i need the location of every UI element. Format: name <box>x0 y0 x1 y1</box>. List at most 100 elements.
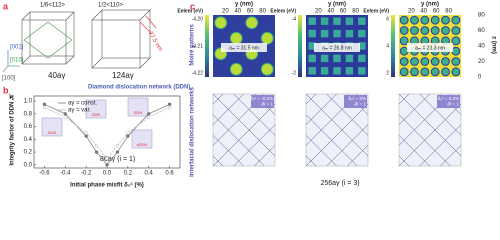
point <box>167 102 172 107</box>
panel-label: a <box>3 1 9 11</box>
moire-spot <box>229 62 243 76</box>
colorbar-tick-label: -4.21 <box>192 43 204 49</box>
dislocation <box>213 134 244 166</box>
colorbar-tick-label: -4.20 <box>192 16 204 22</box>
point <box>126 131 130 135</box>
dislocation <box>306 94 368 157</box>
figure: a 1/6<112> 1/2<110> 27.5 nm [001] [010] … <box>2 1 496 189</box>
state-box <box>437 95 460 108</box>
spacing-label: aₘ = 31.5 nm <box>229 45 259 51</box>
cell-label: 256aγ (i = 3) <box>320 180 359 187</box>
moire-spot <box>451 15 461 25</box>
y-tick-label: 0.0 <box>24 162 33 168</box>
point <box>105 163 109 167</box>
moire-spot <box>345 54 354 63</box>
size-label: 27.5 nm <box>147 31 163 53</box>
point <box>84 131 88 135</box>
dislocation <box>213 94 244 126</box>
dislocation <box>306 94 337 126</box>
colorbar <box>205 15 209 77</box>
z-axis-label: z (nm) <box>490 36 496 54</box>
moire-spot <box>260 62 274 76</box>
y-axis-label: Integrity factor of DDN 𝒦 <box>9 93 16 166</box>
map-tick-label: 60 <box>247 9 254 15</box>
moire-spot <box>260 31 274 45</box>
moire-spot <box>399 46 409 56</box>
cell-label: 124aγ <box>112 71 134 80</box>
moire-spot <box>399 15 409 25</box>
state-box <box>251 95 274 108</box>
dislocation <box>326 94 368 136</box>
dislocation <box>306 134 337 166</box>
colorbar-tick-label: -4 <box>292 16 297 22</box>
legend-label: aγ = const. <box>68 101 98 107</box>
dislocation <box>399 94 430 126</box>
panel-label: b <box>3 85 9 95</box>
x-tick-label: -0.6 <box>39 171 50 177</box>
colorbar-title: Eelem (eV) <box>177 8 203 14</box>
y-axis-label: y (nm) <box>235 2 253 8</box>
moire-spot <box>308 17 316 25</box>
moire-spot <box>430 67 440 77</box>
y-tick-label: 0.2 <box>24 150 33 156</box>
cell-label: 40aγ <box>48 71 65 80</box>
dislocation <box>399 134 430 166</box>
moire-spot <box>399 26 409 35</box>
moire-spot <box>358 42 366 50</box>
dislocation <box>347 144 368 166</box>
moire-spot <box>410 26 419 35</box>
y-tick-label: 1.0 <box>24 99 33 105</box>
moire-spot <box>399 57 409 66</box>
point <box>115 143 120 148</box>
inset-label: sDDN <box>137 142 148 147</box>
map-tick-label: 40 <box>327 9 334 15</box>
moire-spot <box>451 36 461 46</box>
moire-spot <box>345 29 354 38</box>
moire-spot <box>420 67 430 77</box>
crystal-cells <box>2 9 157 73</box>
axis-label: [010] <box>10 58 24 64</box>
z-tick-label: 0 <box>478 75 482 81</box>
x-tick-label: 0.4 <box>145 171 154 177</box>
moire-spot <box>430 57 440 66</box>
moire-spot <box>410 67 419 77</box>
integrity-label: 𝒦 = 1 <box>447 102 459 107</box>
point <box>63 115 68 119</box>
map-tick-label: 20 <box>222 9 229 15</box>
dislocation <box>233 94 275 136</box>
dislocation <box>213 114 265 166</box>
moire-spot <box>320 29 329 38</box>
point <box>94 150 99 154</box>
burgers-label: 1/6<112> <box>40 3 65 9</box>
moire-spot <box>441 26 450 35</box>
colorbar-title: Eelem (eV) <box>363 8 389 14</box>
inset-label: SDN <box>48 130 57 135</box>
moire-spot <box>333 67 341 75</box>
moire-spot <box>345 17 354 25</box>
moire-spot <box>333 54 341 63</box>
inset <box>127 97 149 117</box>
spacing-box <box>221 43 267 52</box>
x-axis-label: Initial phase misfit δ₀ᶜ (%) <box>70 183 144 189</box>
map-tick-label: 40 <box>234 9 241 15</box>
integrity-label: 𝒦 = 1 <box>261 102 273 107</box>
moire-spot <box>430 26 440 35</box>
moire-spot <box>308 29 316 38</box>
x-tick-label: 0.0 <box>103 171 112 177</box>
point <box>146 115 151 119</box>
panel-label: c <box>190 1 195 11</box>
spacing-label: aₘ = 23.3 nm <box>415 45 445 51</box>
moire-spot <box>441 15 450 25</box>
moire-spot <box>333 17 341 25</box>
colorbar-tick-label: 4 <box>386 43 389 49</box>
z-tick-label: 40 <box>478 44 485 50</box>
colorbar-tick-label: -4.22 <box>192 70 204 76</box>
map-tick-label: 80 <box>259 9 266 15</box>
point <box>146 112 151 116</box>
moire-spot <box>308 54 316 63</box>
z-tick-label: 80 <box>478 13 485 19</box>
dislocation <box>399 94 461 157</box>
moire-spot <box>451 67 461 77</box>
inset <box>85 99 107 119</box>
legend-label: aγ = var. <box>68 108 91 114</box>
